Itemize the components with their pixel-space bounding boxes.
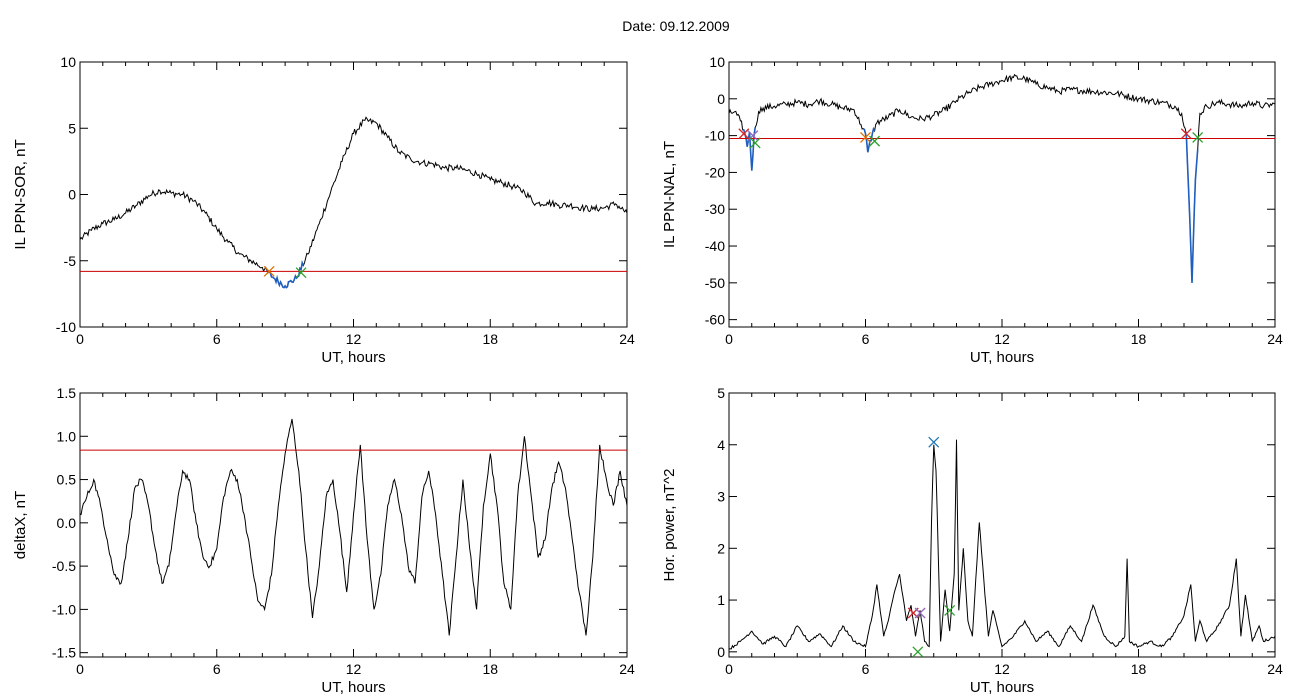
panel-il-ppn-sor: 0 6 12 18 24 -10 -5 0 5 10 UT, hours IL PPN-SOR, nT bbox=[12, 54, 635, 366]
y-tick-label: -1.5 bbox=[52, 645, 76, 661]
y-tick-label: -5 bbox=[64, 253, 77, 269]
y-tick-label: 1.5 bbox=[57, 385, 77, 401]
x-tick-label: 18 bbox=[482, 661, 498, 677]
y-tick-label: 5 bbox=[717, 385, 725, 401]
plot-area bbox=[80, 116, 627, 289]
x-tick-label: 0 bbox=[725, 331, 733, 347]
x-tick-label: 24 bbox=[1267, 661, 1283, 677]
y-tick-label: 10 bbox=[60, 54, 76, 70]
event-marker bbox=[295, 267, 307, 279]
event-marker bbox=[912, 646, 924, 658]
y-tick-label: -20 bbox=[705, 164, 725, 180]
y-tick-label: 0 bbox=[68, 187, 76, 203]
figure-title: Date: 09.12.2009 bbox=[622, 18, 730, 34]
y-tick-label: -1.0 bbox=[52, 601, 76, 617]
highlighted-segment bbox=[862, 126, 876, 153]
plot-area bbox=[729, 439, 1275, 650]
x-tick-label: 24 bbox=[619, 331, 635, 347]
y-tick-label: 4 bbox=[717, 437, 725, 453]
y-tick-label: -50 bbox=[705, 275, 725, 291]
series-line bbox=[729, 439, 1275, 650]
y-tick-label: -40 bbox=[705, 238, 725, 254]
y-tick-label: 0 bbox=[717, 91, 725, 107]
x-axis-label: UT, hours bbox=[321, 349, 385, 366]
x-tick-label: 0 bbox=[725, 661, 733, 677]
y-tick-label: 1.0 bbox=[57, 428, 77, 444]
x-axis-label: UT, hours bbox=[970, 679, 1034, 696]
y-tick-label: -10 bbox=[56, 319, 76, 335]
plot-frame bbox=[79, 61, 628, 328]
series-line bbox=[80, 418, 627, 636]
x-tick-label: 24 bbox=[619, 661, 635, 677]
x-tick-label: 6 bbox=[862, 661, 870, 677]
x-axis-label: UT, hours bbox=[321, 679, 385, 696]
y-tick-label: 1 bbox=[717, 592, 725, 608]
event-marker bbox=[263, 265, 275, 277]
y-tick-label: -0.5 bbox=[52, 558, 76, 574]
x-tick-label: 18 bbox=[1131, 331, 1147, 347]
event-marker bbox=[738, 128, 750, 140]
y-tick-label: 0 bbox=[717, 644, 725, 660]
y-tick-label: 5 bbox=[68, 120, 76, 136]
x-tick-label: 18 bbox=[1131, 661, 1147, 677]
x-tick-label: 12 bbox=[346, 661, 362, 677]
x-tick-label: 6 bbox=[862, 331, 870, 347]
x-tick-label: 12 bbox=[346, 331, 362, 347]
event-marker bbox=[928, 436, 940, 448]
event-marker bbox=[944, 604, 956, 616]
x-axis-label: UT, hours bbox=[970, 349, 1034, 366]
y-tick-label: 0.0 bbox=[57, 515, 77, 531]
series-line bbox=[80, 116, 627, 289]
x-tick-label: 0 bbox=[76, 661, 84, 677]
y-axis-label: Hor. power, nT^2 bbox=[661, 469, 678, 582]
x-tick-label: 6 bbox=[213, 661, 221, 677]
y-axis-label: IL PPN-NAL, nT bbox=[661, 141, 678, 248]
plot-area bbox=[80, 418, 627, 636]
x-tick-label: 0 bbox=[76, 331, 84, 347]
x-tick-label: 24 bbox=[1267, 331, 1283, 347]
event-marker bbox=[914, 607, 926, 619]
event-marker bbox=[860, 131, 871, 143]
plot-frame bbox=[79, 392, 628, 658]
y-tick-label: -60 bbox=[705, 312, 725, 328]
y-tick-label: 10 bbox=[709, 54, 725, 70]
event-marker bbox=[869, 135, 881, 147]
x-tick-label: 12 bbox=[994, 661, 1010, 677]
plot-area bbox=[729, 73, 1275, 283]
event-marker bbox=[1192, 131, 1204, 143]
series-line bbox=[729, 73, 1275, 283]
x-tick-label: 18 bbox=[482, 331, 498, 347]
y-axis-label: IL PPN-SOR, nT bbox=[12, 139, 29, 249]
y-tick-label: -30 bbox=[705, 201, 725, 217]
event-marker bbox=[747, 130, 759, 142]
x-tick-label: 6 bbox=[213, 331, 221, 347]
y-tick-label: 0.5 bbox=[57, 472, 77, 488]
panel-il-ppn-nal: 0 6 12 18 24 -60 -50 -40 -30 -20 -10 0 10 UT, hours IL… bbox=[661, 54, 1283, 366]
y-tick-label: 2 bbox=[717, 540, 725, 556]
event-marker bbox=[749, 137, 761, 149]
highlighted-segment bbox=[1185, 133, 1199, 283]
x-tick-label: 12 bbox=[994, 331, 1010, 347]
y-axis-label: deltaX, nT bbox=[12, 491, 29, 559]
y-tick-label: -10 bbox=[705, 128, 725, 144]
y-tick-label: 3 bbox=[717, 489, 725, 505]
event-marker bbox=[1180, 128, 1192, 140]
panel-deltax: 0 6 12 18 24 -1.5 -1.0 -0.5 0.0 0.5 1.0 1.5 UT, hour… bbox=[12, 385, 635, 696]
plot-frame bbox=[728, 61, 1276, 328]
